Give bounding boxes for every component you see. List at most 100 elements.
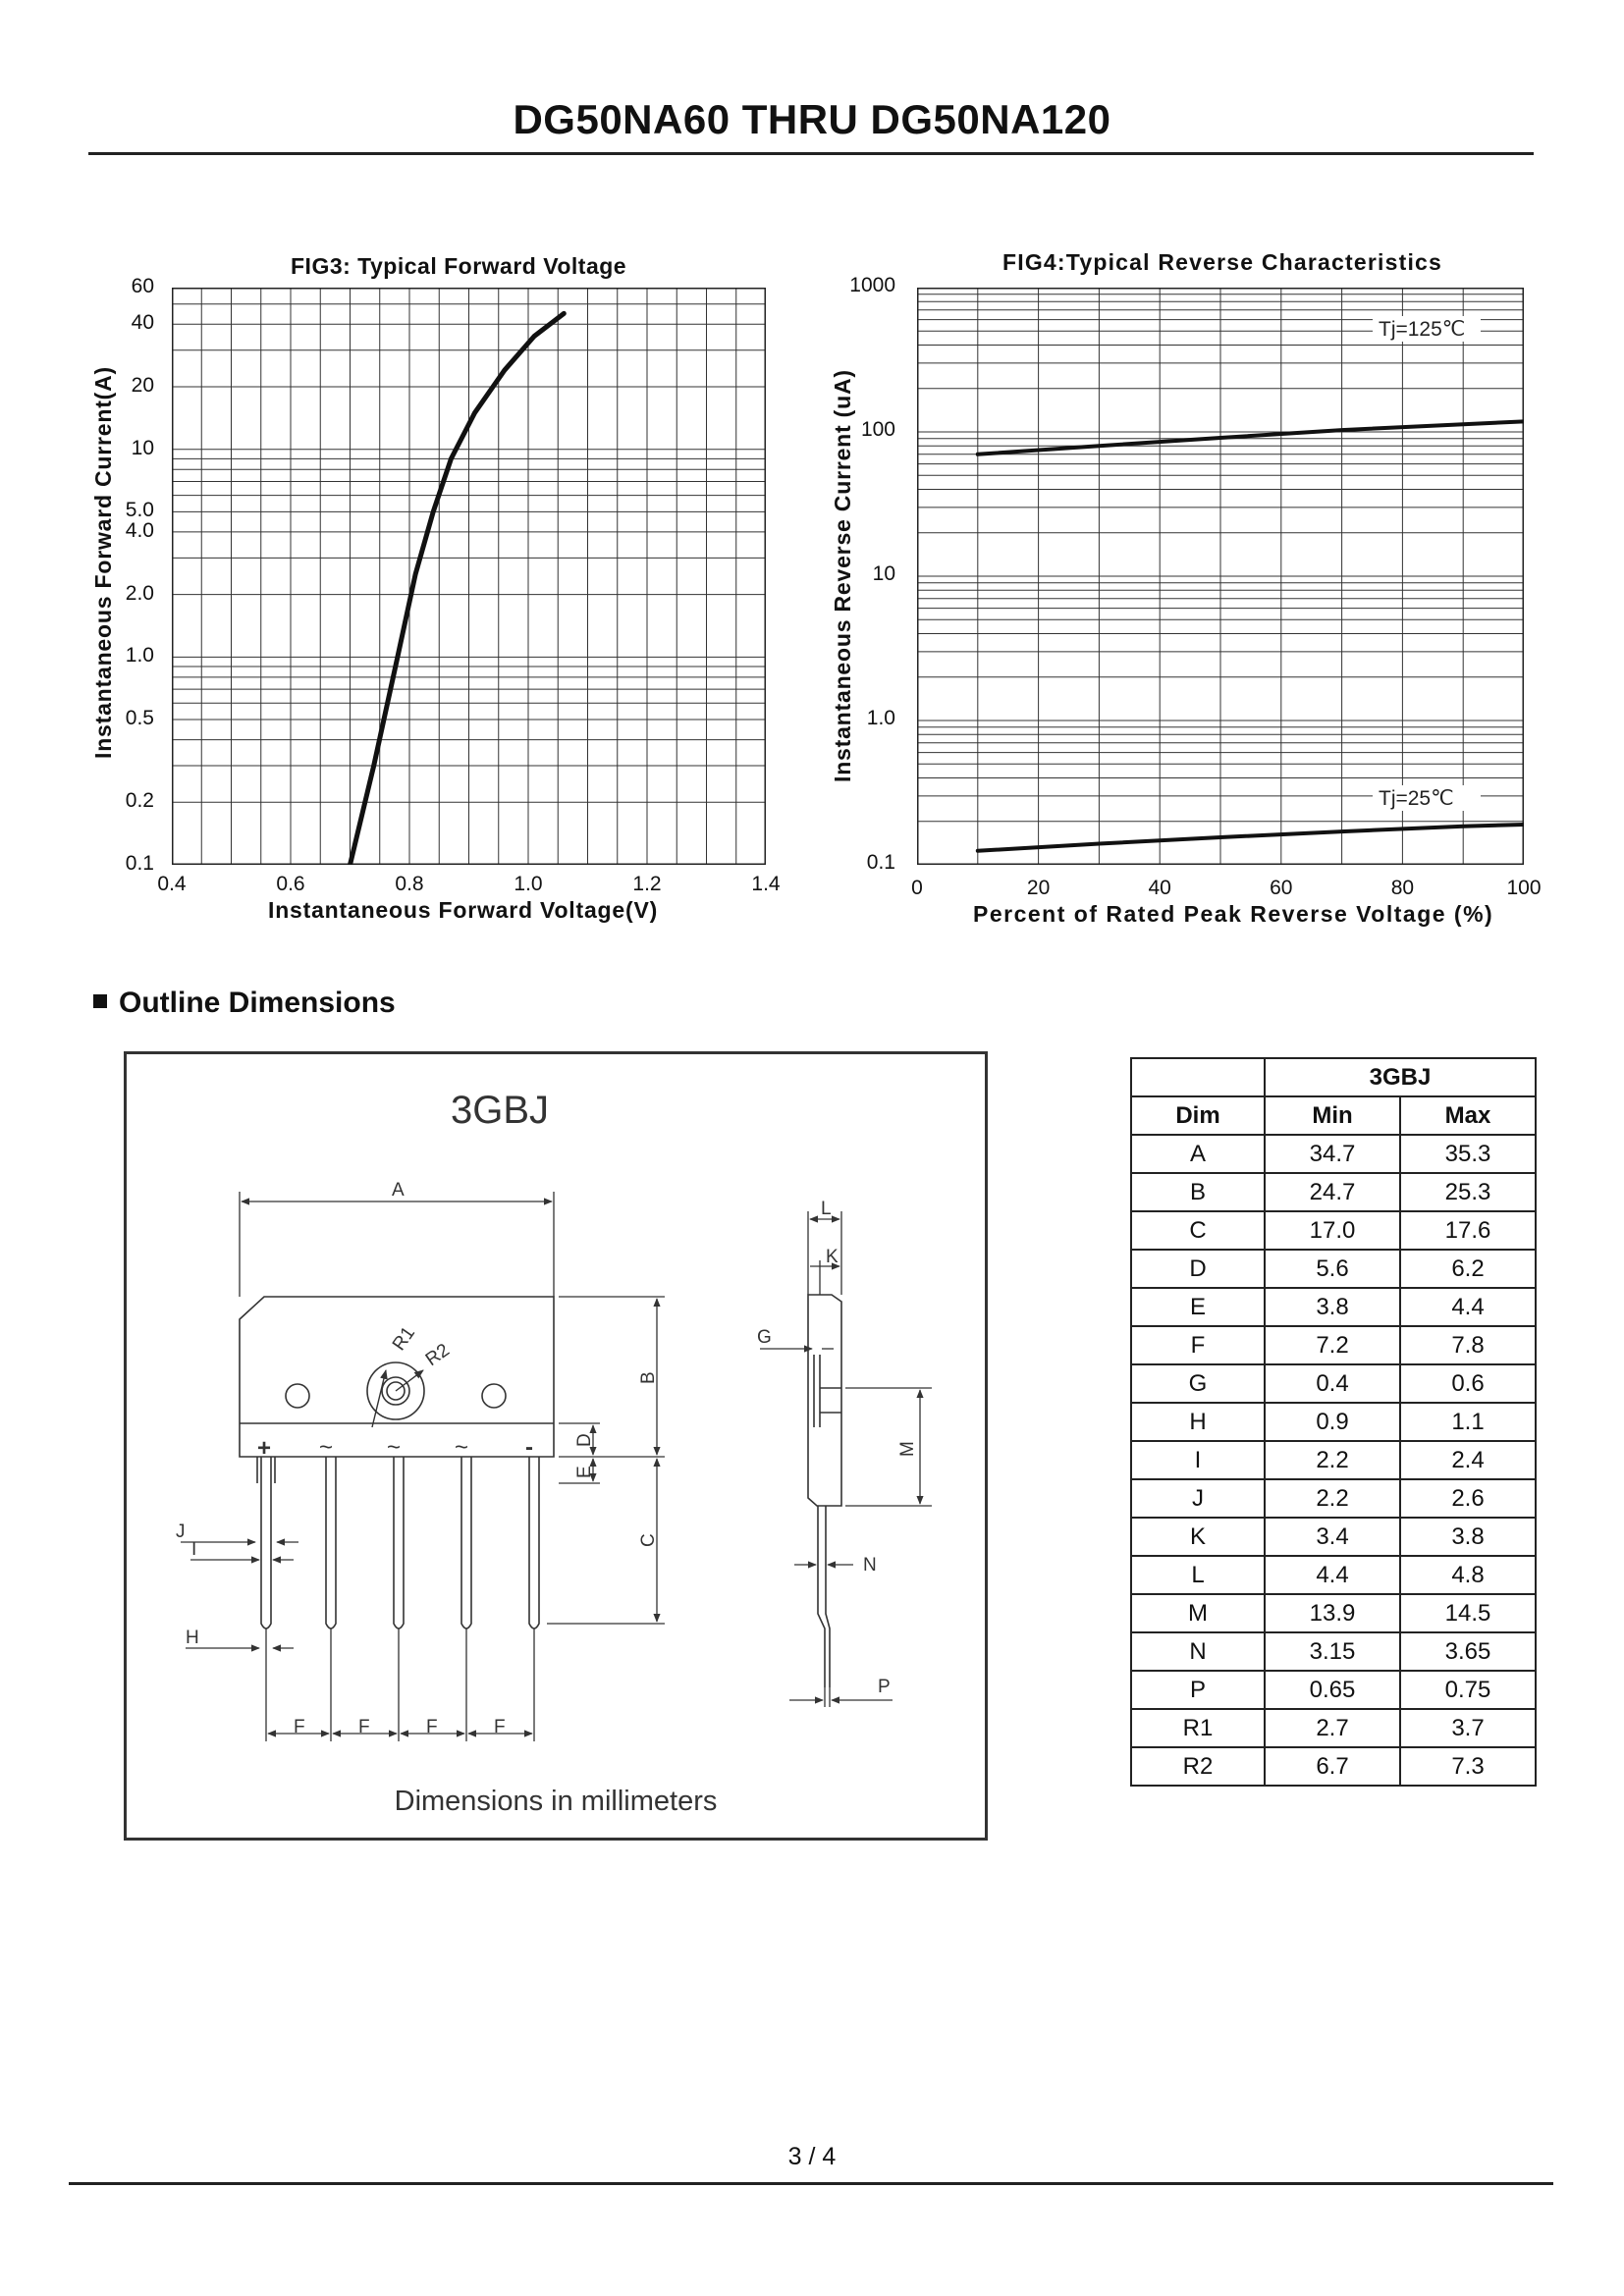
min-cell: 5.6	[1264, 1249, 1401, 1289]
footer-rule	[69, 2182, 1553, 2185]
pin-mark-minus: -	[525, 1434, 533, 1461]
fig4-tj125-curve	[975, 419, 1524, 456]
dim-cell: D	[1130, 1249, 1266, 1289]
fig4-x-tick-label: 60	[1270, 877, 1293, 899]
dim-cell: B	[1130, 1172, 1266, 1212]
fig4-y-tick-label: 100	[860, 418, 895, 441]
min-cell: 2.2	[1264, 1440, 1401, 1480]
dim-label-k: K	[826, 1247, 839, 1267]
fig4-tj25-curve	[975, 823, 1524, 853]
min-cell: 0.9	[1264, 1402, 1401, 1442]
fig3-y-tick-label: 0.1	[125, 852, 154, 875]
fig4-y-tick-label: 1000	[849, 274, 895, 296]
fig3-x-tick-label: 1.0	[514, 873, 543, 895]
dim-cell: A	[1130, 1134, 1266, 1174]
fig4-y-tick-label: 10	[872, 562, 895, 585]
min-cell: 13.9	[1264, 1593, 1401, 1633]
min-cell: 24.7	[1264, 1172, 1401, 1212]
fig3-x-axis-label: Instantaneous Forward Voltage(V)	[268, 897, 659, 923]
table-row: C 17.0 17.6	[1130, 1210, 1537, 1251]
dim-cell: R1	[1130, 1708, 1266, 1748]
min-cell: 4.4	[1264, 1555, 1401, 1595]
outline-section-heading: Outline Dimensions	[93, 987, 396, 1020]
table-row: G 0.4 0.6	[1130, 1363, 1537, 1404]
table-row: L 4.4 4.8	[1130, 1555, 1537, 1595]
table-row: F 7.2 7.8	[1130, 1325, 1537, 1365]
min-cell: 17.0	[1264, 1210, 1401, 1251]
fig3-x-tick-label: 0.8	[395, 873, 424, 895]
dim-label-n: N	[863, 1555, 877, 1575]
table-row: I 2.2 2.4	[1130, 1440, 1537, 1480]
fig4-x-axis-label: Percent of Rated Peak Reverse Voltage (%…	[973, 901, 1494, 927]
fig3-x-tick-label: 0.4	[157, 873, 187, 895]
dim-label-r1: R1	[389, 1323, 419, 1355]
fig3-y-tick-label: 2.0	[125, 581, 154, 605]
header-rule	[88, 152, 1534, 155]
document-title: DG50NA60 THRU DG50NA120	[513, 96, 1111, 142]
max-cell: 7.3	[1399, 1746, 1537, 1787]
fig4-chart: Tj=125℃ Tj=25℃	[917, 288, 1524, 865]
fig3-y-axis-label: Instantaneous Forward Current(A)	[90, 365, 116, 759]
table-group-header-row: 3GBJ	[1130, 1057, 1537, 1097]
fig4-x-tick-label: 80	[1390, 877, 1415, 899]
table-row: B 24.7 25.3	[1130, 1172, 1537, 1212]
fig3-y-tick-label: 10	[131, 436, 154, 459]
table-body: A 34.7 35.3 B 24.7 25.3 C 17.0 17.6 D 5.6 6.2 E 3.8 4.…	[1130, 1134, 1537, 1787]
pin-mark-ac-3: ~	[455, 1434, 468, 1461]
max-cell: 2.4	[1399, 1440, 1537, 1480]
fig4-y-axis-label: Instantaneous Reverse Current (uA)	[830, 369, 855, 782]
table-column-header-row: Dim Min Max	[1130, 1095, 1537, 1136]
fig3-plot-frame	[172, 288, 766, 865]
dim-cell: I	[1130, 1440, 1266, 1480]
dim-cell: L	[1130, 1555, 1266, 1595]
fig4-title: FIG4:Typical Reverse Characteristics	[1002, 249, 1443, 275]
min-cell: 3.8	[1264, 1287, 1401, 1327]
fig4-plot-frame	[917, 288, 1524, 865]
max-cell: 7.8	[1399, 1325, 1537, 1365]
dim-cell: M	[1130, 1593, 1266, 1633]
package-front-view	[239, 1296, 555, 1629]
dim-label-g: G	[757, 1327, 772, 1348]
fig4-series-label: Tj=25℃	[1379, 787, 1454, 810]
package-side-view	[807, 1294, 842, 1687]
dim-label-m: M	[897, 1441, 918, 1457]
column-header-min: Min	[1264, 1095, 1401, 1136]
max-cell: 25.3	[1399, 1172, 1537, 1212]
min-cell: 3.15	[1264, 1631, 1401, 1672]
table-row: R1 2.7 3.7	[1130, 1708, 1537, 1748]
dim-label-d: D	[574, 1433, 595, 1447]
dim-label-b: B	[638, 1371, 659, 1384]
dim-cell: N	[1130, 1631, 1266, 1672]
dim-label-c: C	[638, 1533, 659, 1547]
package-outline-drawing: 3GBJ R1 R2 + ~ ~ ~ -	[176, 1089, 932, 1817]
max-cell: 0.75	[1399, 1670, 1537, 1710]
max-cell: 4.4	[1399, 1287, 1537, 1327]
dim-label-i: I	[191, 1539, 196, 1560]
dim-cell: G	[1130, 1363, 1266, 1404]
package-name-label: 3GBJ	[451, 1089, 549, 1132]
dim-label-f-4: F	[494, 1717, 506, 1737]
min-cell: 7.2	[1264, 1325, 1401, 1365]
max-cell: 4.8	[1399, 1555, 1537, 1595]
min-cell: 6.7	[1264, 1746, 1401, 1787]
dim-label-f-3: F	[426, 1717, 438, 1737]
min-cell: 0.4	[1264, 1363, 1401, 1404]
min-cell: 2.2	[1264, 1478, 1401, 1519]
table-row: H 0.9 1.1	[1130, 1402, 1537, 1442]
fig3-chart	[172, 288, 766, 865]
outline-heading-text: Outline Dimensions	[119, 987, 396, 1019]
table-row: D 5.6 6.2	[1130, 1249, 1537, 1289]
fig3-x-tick-label: 0.6	[276, 873, 305, 895]
max-cell: 3.8	[1399, 1517, 1537, 1557]
table-row: J 2.2 2.6	[1130, 1478, 1537, 1519]
max-cell: 14.5	[1399, 1593, 1537, 1633]
fig4-grid	[917, 288, 1524, 865]
fig4-x-tick-label: 20	[1026, 877, 1051, 899]
dim-cell: J	[1130, 1478, 1266, 1519]
column-header-dim: Dim	[1130, 1095, 1266, 1136]
fig3-grid	[172, 288, 766, 865]
dim-cell: R2	[1130, 1746, 1266, 1787]
dim-cell: C	[1130, 1210, 1266, 1251]
column-header-max: Max	[1399, 1095, 1537, 1136]
fig3-y-tick-label: 60	[131, 275, 154, 297]
